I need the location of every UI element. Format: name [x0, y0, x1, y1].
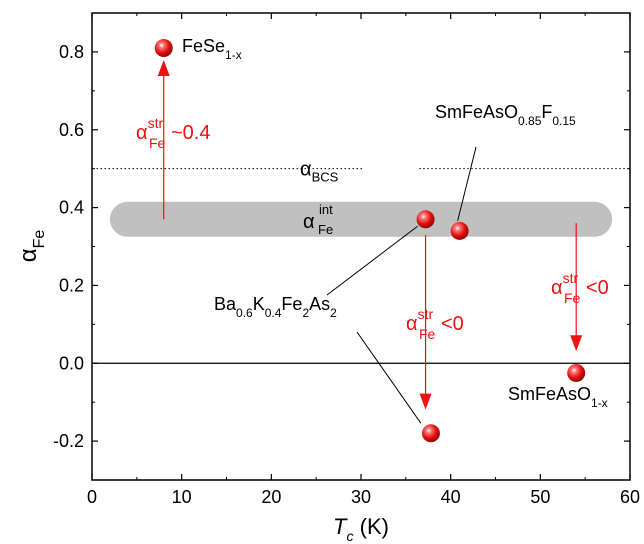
- annotation-sup: str: [563, 270, 579, 286]
- y-tick-label: -0.2: [53, 431, 84, 451]
- x-tick-label: 50: [530, 487, 550, 507]
- y-axis-label-sub: Fe: [31, 230, 48, 249]
- x-tick-label: 20: [261, 487, 281, 507]
- compound-label-smf-part: 0.85: [518, 114, 542, 128]
- x-tick-label: 30: [351, 487, 371, 507]
- compound-label-bak-part: 2: [330, 306, 337, 320]
- compound-label-smf-part: F: [541, 102, 552, 122]
- compound-label-bak: Ba0.6K0.4Fe2As2: [214, 294, 337, 320]
- compound-label-bak-part: Fe: [281, 294, 302, 314]
- data-point-3: [421, 424, 440, 443]
- x-tick-label: 10: [172, 487, 192, 507]
- compound-label-bak-part: 0.6: [236, 306, 253, 320]
- y-tick-label: 0.2: [59, 275, 84, 295]
- data-point-2: [450, 221, 469, 240]
- band-label: αint Fe: [303, 202, 333, 237]
- bcs-label: αBCS: [300, 159, 339, 185]
- y-axis-label: αFe: [15, 230, 48, 263]
- compound-label-bak-part: 2: [302, 306, 309, 320]
- plot-frame: [91, 12, 631, 481]
- compound-label-bak-part: As: [309, 294, 330, 314]
- annotation-symbol: α: [136, 122, 148, 144]
- compound-label-fese-part: FeSe: [182, 36, 225, 56]
- annotation-value: ~0.4: [171, 122, 210, 144]
- annotation-sub: Fe: [419, 326, 436, 342]
- compound-label-smf-part: 0.15: [552, 114, 576, 128]
- x-tick-label: 60: [620, 487, 640, 507]
- data-point-1: [416, 210, 435, 229]
- annotation-sub: Fe: [149, 135, 166, 151]
- x-tick-label: 0: [87, 487, 97, 507]
- x-axis-label-sub: c: [347, 528, 354, 544]
- annotation-value: <0: [441, 313, 464, 335]
- x-axis-label: Tc (K): [333, 514, 389, 544]
- annotation-sub: Fe: [564, 290, 581, 306]
- data-point-0: [154, 39, 173, 58]
- y-tick-label: 0.0: [59, 353, 84, 373]
- compound-label-smo: SmFeAsO1-x: [508, 384, 608, 410]
- compound-label-fese-part: 1-x: [225, 48, 242, 62]
- x-tick-label: 40: [441, 487, 461, 507]
- annotation-sup: str: [418, 306, 434, 322]
- y-tick-label: 0.8: [59, 42, 84, 62]
- annotation-bak-str: αstr Fe <0: [406, 306, 464, 342]
- y-tick-label: 0.4: [59, 198, 84, 218]
- compound-label-bak-part: K: [253, 294, 265, 314]
- compound-label-smo-part: SmFeAsO: [508, 384, 591, 404]
- arrow-head-2: [570, 335, 583, 352]
- annotation-sup: str: [148, 115, 164, 131]
- x-axis-label-symbol: T: [333, 514, 348, 539]
- arrow-head-0: [157, 60, 170, 77]
- arrow-head-1: [419, 393, 432, 410]
- band-label-symbol: α: [303, 211, 315, 233]
- compound-label-bak-part: Ba: [214, 294, 237, 314]
- band-label-sub: Fe: [318, 222, 333, 237]
- band-label-sup: int: [319, 202, 333, 217]
- compound-label-bak-part: 0.4: [265, 306, 282, 320]
- leader-smfeaso-f: [457, 146, 477, 222]
- bcs-label-sub: BCS: [312, 170, 339, 185]
- compound-label-smf-part: SmFeAsO: [435, 102, 518, 122]
- bcs-label-symbol: α: [300, 159, 312, 181]
- x-axis-label-unit: (K): [354, 514, 389, 539]
- intrinsic-alpha-band: [109, 201, 613, 237]
- leader-bak-lower: [356, 331, 422, 424]
- compound-label-smf: SmFeAsO0.85F0.15: [435, 102, 576, 128]
- annotation-symbol: α: [406, 313, 418, 335]
- data-point-4: [567, 363, 586, 382]
- annotation-fese-str: αstr Fe ~0.4: [136, 115, 210, 151]
- annotation-value: <0: [586, 277, 609, 299]
- leader-bak-upper: [326, 225, 418, 296]
- y-axis-label-symbol: α: [15, 248, 42, 262]
- annotation-symbol: α: [551, 277, 563, 299]
- compound-label-smo-part: 1-x: [591, 396, 608, 410]
- annotation-smo-str: αstr Fe <0: [551, 270, 609, 306]
- compound-label-fese: FeSe1-x: [182, 36, 242, 62]
- y-tick-label: 0.6: [59, 120, 84, 140]
